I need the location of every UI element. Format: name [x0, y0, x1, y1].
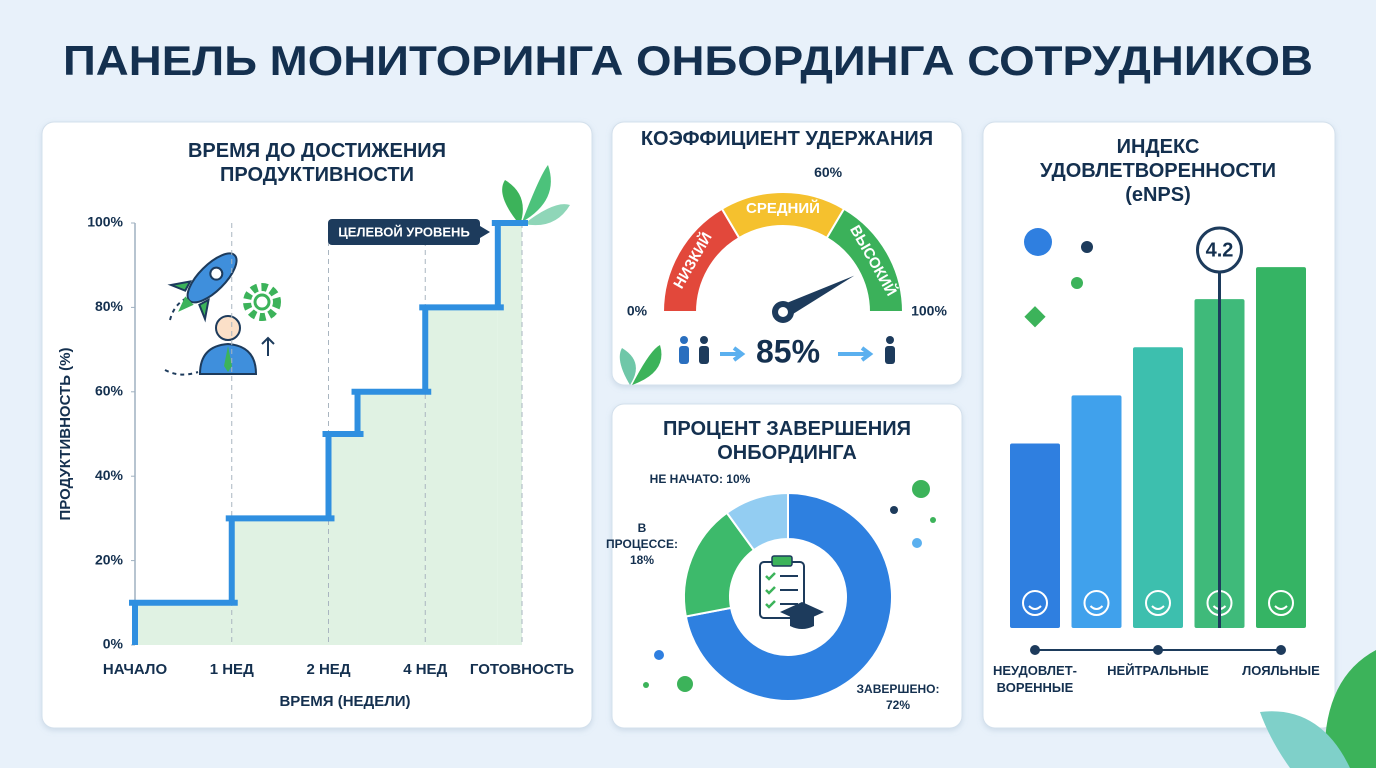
annotation: ЦЕЛЕВОЙ УРОВЕНЬ [338, 224, 470, 239]
annotation-box [328, 219, 480, 245]
x-tick-label: НЕУДОВЛЕТ-ВОРЕННЫЕ [993, 663, 1077, 695]
card-title: ИНДЕКС УДОВЛЕТВОРЕННОСТИ (eNPS) [1040, 136, 1276, 206]
card-title: КОЭФФИЦИЕНТ УДЕРЖАНИЯ [641, 128, 933, 150]
page-title: ПАНЕЛЬ МОНИТОРИНГА ОНБОРДИНГА СОТРУДНИКО… [63, 37, 1313, 84]
x-axis-label: ВРЕМЯ (НЕДЕЛИ) [279, 693, 410, 710]
check [765, 586, 776, 595]
annotation-pointer [480, 226, 490, 238]
gauge-band [825, 207, 905, 313]
bar [1071, 395, 1122, 628]
area-fill [135, 602, 232, 645]
face-icon [1083, 590, 1110, 616]
gauge-value: 85% [756, 333, 820, 369]
x-tick-label: ГОТОВНОСТЬ [470, 661, 574, 678]
y-tick-label: 20% [95, 551, 124, 567]
area-fill [357, 391, 426, 645]
area-fill [231, 518, 329, 645]
area-fill [497, 223, 522, 645]
face-icon [1268, 590, 1294, 616]
gauge-tick-label: 100% [911, 303, 947, 319]
card [611, 121, 963, 386]
bar [1133, 347, 1183, 628]
face-smile [1151, 605, 1165, 610]
area-fill [328, 434, 358, 645]
category-dot [1030, 645, 1040, 655]
gauge-tick-label: 0% [627, 303, 648, 319]
bar [1256, 267, 1306, 628]
x-tick-label: ЛОЯЛЬНЫЕ [1242, 663, 1320, 678]
check [765, 600, 776, 609]
gauge-tick-label: 60% [814, 164, 843, 180]
y-tick-label: 100% [87, 214, 123, 230]
donut-label: В ПРОЦЕССЕ: 18% [606, 521, 678, 567]
score-value: 4.2 [1206, 239, 1234, 261]
bar [1010, 443, 1060, 628]
y-tick-label: 80% [95, 298, 124, 314]
category-dot [1153, 645, 1163, 655]
face-icon [1022, 590, 1048, 616]
donut-label: ЗАВЕРШЕНО: 72% [857, 682, 940, 712]
people-icons [679, 336, 895, 364]
needle-hub-inner [778, 307, 788, 317]
x-tick-label: 4 НЕД [403, 661, 447, 678]
area-fill [425, 307, 498, 645]
face-smile [1028, 605, 1042, 610]
face-smile [1274, 605, 1288, 610]
illustration [164, 252, 281, 376]
x-tick-label: 2 НЕД [306, 661, 350, 678]
y-axis-label: ПРОДУКТИВНОСТЬ (%) [57, 348, 74, 521]
band-label: СРЕДНИЙ [746, 199, 820, 217]
card-title: ВРЕМЯ ДО ДОСТИЖЕНИЯ ПРОДУКТИВНОСТИ [188, 140, 446, 186]
grad-cap-base [790, 616, 814, 629]
score-badge [1196, 226, 1243, 274]
face-icon [1145, 590, 1171, 616]
face-smile [1089, 605, 1104, 610]
x-tick-label: НЕЙТРАЛЬНЫЕ [1107, 663, 1209, 678]
donut-label: НЕ НАЧАТО: 10% [650, 472, 751, 486]
y-tick-label: 40% [95, 467, 124, 483]
donut-segment [684, 491, 893, 702]
y-tick-label: 0% [103, 636, 124, 652]
check [765, 572, 776, 581]
category-dot [1276, 645, 1286, 655]
x-tick-label: НАЧАЛО [103, 661, 168, 678]
x-tick-label: 1 НЕД [210, 661, 254, 678]
gauge-needle [779, 275, 855, 319]
clipboard-clip [771, 555, 793, 567]
leaf-decoration [502, 165, 1376, 768]
y-tick-label: 60% [95, 383, 124, 399]
card-title: ПРОЦЕНТ ЗАВЕРШЕНИЯ ОНБОРДИНГА [663, 418, 911, 464]
donut-segment [725, 491, 789, 552]
